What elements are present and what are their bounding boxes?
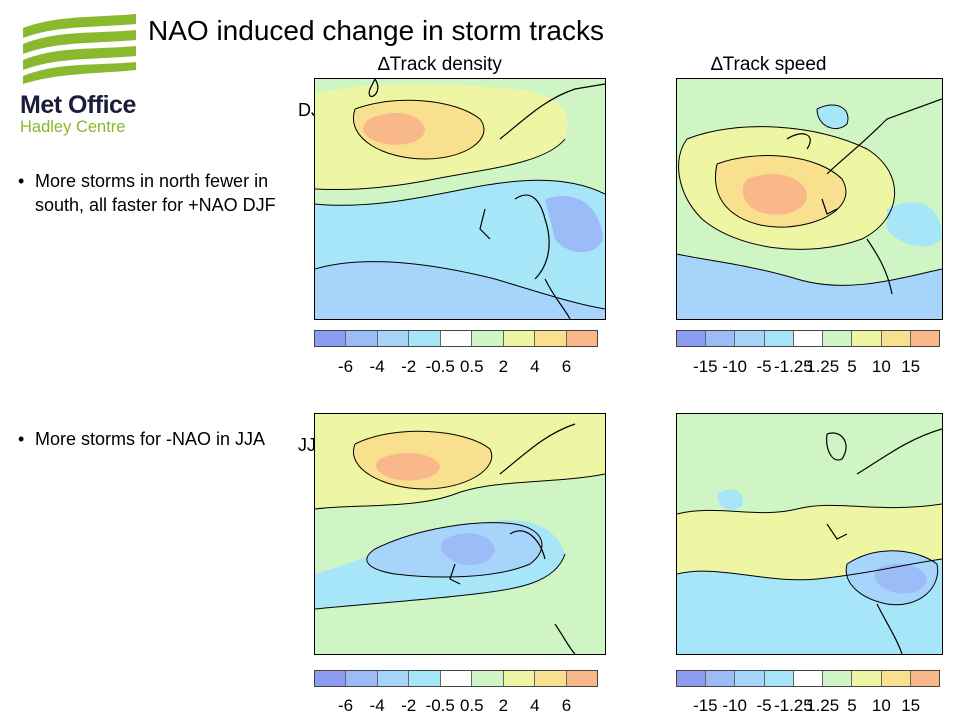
colorbar-tick-label: 2 xyxy=(498,357,509,376)
colorbar-tick-label: 1.25 xyxy=(806,357,840,376)
colorbar-tick-label: -6 xyxy=(337,696,354,715)
colorbar-swatch xyxy=(735,331,765,346)
colorbar-tick-label: -5 xyxy=(756,696,772,715)
colorbar-swatches xyxy=(676,670,940,687)
colorbar-swatch xyxy=(566,331,597,346)
colorbar-ticks: -15 -10 -5 -1.25 1.25 5 10 15 xyxy=(676,696,940,716)
colorbar-swatch xyxy=(472,671,504,686)
map-jja-track-speed xyxy=(676,413,943,655)
bullet-text: More storms in north fewer in south, all… xyxy=(35,171,276,215)
colorbar-tick-label: -5 xyxy=(756,357,772,376)
logo-text: Met Office Hadley Centre xyxy=(20,92,160,136)
colorbar-swatches xyxy=(314,670,598,687)
colorbar-tick-label: 4 xyxy=(530,357,540,376)
colorbar-swatch xyxy=(881,331,911,346)
colorbar-swatch xyxy=(377,331,410,346)
colorbar-jja-speed: -15 -10 -5 -1.25 1.25 5 10 15 xyxy=(676,670,940,716)
column-header-speed: ∆Track speed xyxy=(711,54,827,75)
colorbar-swatch xyxy=(440,671,473,686)
colorbar-tick-label: -6 xyxy=(337,357,354,376)
map-jja-track-density xyxy=(314,413,606,655)
colorbar-swatch xyxy=(823,331,853,346)
colorbar-tick-label: 1.25 xyxy=(806,696,840,715)
colorbar-tick-label: 5 xyxy=(847,357,857,376)
column-header-density: ∆Track density xyxy=(378,54,502,75)
bullet-item: • More storms for -NAO in JJA xyxy=(18,427,285,451)
bullet-text: More storms for -NAO in JJA xyxy=(35,429,266,449)
slide-title: NAO induced change in storm tracks xyxy=(148,15,604,46)
colorbar-tick-label: -2 xyxy=(401,357,417,376)
logo-line-2: Hadley Centre xyxy=(20,118,126,136)
colorbar-tick-label: 15 xyxy=(901,696,921,715)
colorbar-tick-label: -10 xyxy=(722,357,747,376)
colorbar-tick-label: 2 xyxy=(498,696,509,715)
colorbar-tick-label: 6 xyxy=(561,696,572,715)
colorbar-tick-label: -4 xyxy=(369,696,385,715)
colorbar-tick-label: -15 xyxy=(693,696,718,715)
colorbar-swatch xyxy=(852,671,882,686)
colorbar-tick-label: -0.5 xyxy=(425,357,455,376)
colorbar-tick-label: 10 xyxy=(871,696,891,715)
colorbar-tick-label: -2 xyxy=(401,696,417,715)
colorbar-swatch xyxy=(535,331,567,346)
colorbar-jja-density: -6 -4 -2 -0.5 0.5 2 4 6 xyxy=(314,670,598,716)
colorbar-swatch xyxy=(503,331,536,346)
colorbar-swatch xyxy=(377,671,410,686)
colorbar-swatch xyxy=(910,671,939,686)
map-djf-track-speed xyxy=(676,78,943,320)
colorbar-swatches xyxy=(314,330,598,347)
colorbar-swatch xyxy=(566,671,597,686)
colorbar-swatch xyxy=(793,331,824,346)
colorbar-ticks: -6 -4 -2 -0.5 0.5 2 4 6 xyxy=(314,357,598,377)
colorbar-tick-label: 15 xyxy=(901,357,921,376)
colorbar-swatch xyxy=(503,671,536,686)
colorbar-swatch xyxy=(677,671,707,686)
colorbar-swatch xyxy=(823,671,853,686)
bullet-item: • More storms in north fewer in south, a… xyxy=(18,169,285,217)
colorbar-djf-speed: -15 -10 -5 -1.25 1.25 5 10 15 xyxy=(676,330,940,377)
bullet-symbol: • xyxy=(18,429,25,449)
colorbar-swatch xyxy=(764,331,794,346)
colorbar-swatch xyxy=(910,331,939,346)
colorbar-djf-density: -6 -4 -2 -0.5 0.5 2 4 6 xyxy=(314,330,598,377)
colorbar-ticks: -15 -10 -5 -1.25 1.25 5 10 15 xyxy=(676,357,940,377)
colorbar-tick-label: -4 xyxy=(369,357,385,376)
colorbar-tick-label: 0.5 xyxy=(459,357,484,376)
colorbar-swatch xyxy=(764,671,794,686)
colorbar-tick-label: -15 xyxy=(693,357,718,376)
colorbar-swatches xyxy=(676,330,940,347)
colorbar-tick-label: -10 xyxy=(722,696,747,715)
colorbar-tick-label: 6 xyxy=(561,357,572,376)
colorbar-swatch xyxy=(346,331,378,346)
colorbar-swatch xyxy=(409,671,441,686)
colorbar-tick-label: 4 xyxy=(530,696,540,715)
logo-waves-icon xyxy=(23,14,136,84)
bullet-symbol: • xyxy=(18,171,25,191)
colorbar-swatch xyxy=(706,331,736,346)
colorbar-tick-label: -0.5 xyxy=(425,696,455,715)
colorbar-swatch xyxy=(793,671,824,686)
colorbar-swatch xyxy=(315,671,347,686)
colorbar-tick-label: -1.25 xyxy=(773,696,813,715)
colorbar-swatch xyxy=(315,331,347,346)
colorbar-swatch xyxy=(735,671,765,686)
colorbar-tick-label: 10 xyxy=(871,357,891,376)
map-djf-track-density xyxy=(314,78,606,320)
colorbar-swatch xyxy=(346,671,378,686)
colorbar-swatch xyxy=(472,331,504,346)
logo-line-1: Met Office xyxy=(20,91,136,119)
colorbar-swatch xyxy=(409,331,441,346)
colorbar-ticks: -6 -4 -2 -0.5 0.5 2 4 6 xyxy=(314,696,598,716)
colorbar-swatch xyxy=(677,331,707,346)
colorbar-swatch xyxy=(881,671,911,686)
colorbar-swatch xyxy=(706,671,736,686)
colorbar-swatch xyxy=(852,331,882,346)
colorbar-tick-label: 5 xyxy=(847,696,857,715)
met-office-logo xyxy=(18,10,148,145)
colorbar-tick-label: 0.5 xyxy=(459,696,484,715)
colorbar-swatch xyxy=(535,671,567,686)
colorbar-tick-label: -1.25 xyxy=(773,357,813,376)
colorbar-swatch xyxy=(440,331,473,346)
